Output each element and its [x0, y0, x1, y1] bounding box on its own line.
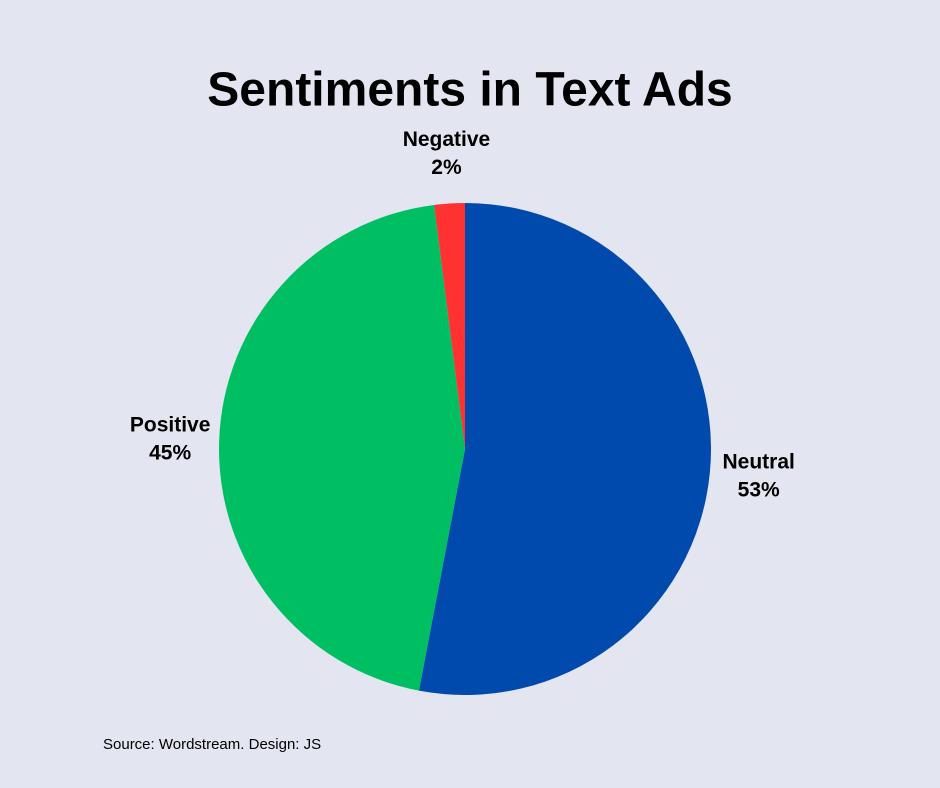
source-note: Source: Wordstream. Design: JS — [103, 736, 321, 753]
slice-label: Positive — [130, 413, 211, 436]
pie-slice — [418, 203, 712, 695]
value-label: 45% — [149, 441, 191, 464]
pie-slice — [219, 204, 465, 691]
value-label: 2% — [431, 156, 462, 179]
value-label: 53% — [738, 478, 780, 501]
slice-label: Neutral — [723, 450, 795, 473]
pie-slice — [434, 203, 465, 449]
chart-title: Sentiments in Text Ads — [207, 64, 732, 117]
slice-label: Negative — [403, 128, 491, 151]
